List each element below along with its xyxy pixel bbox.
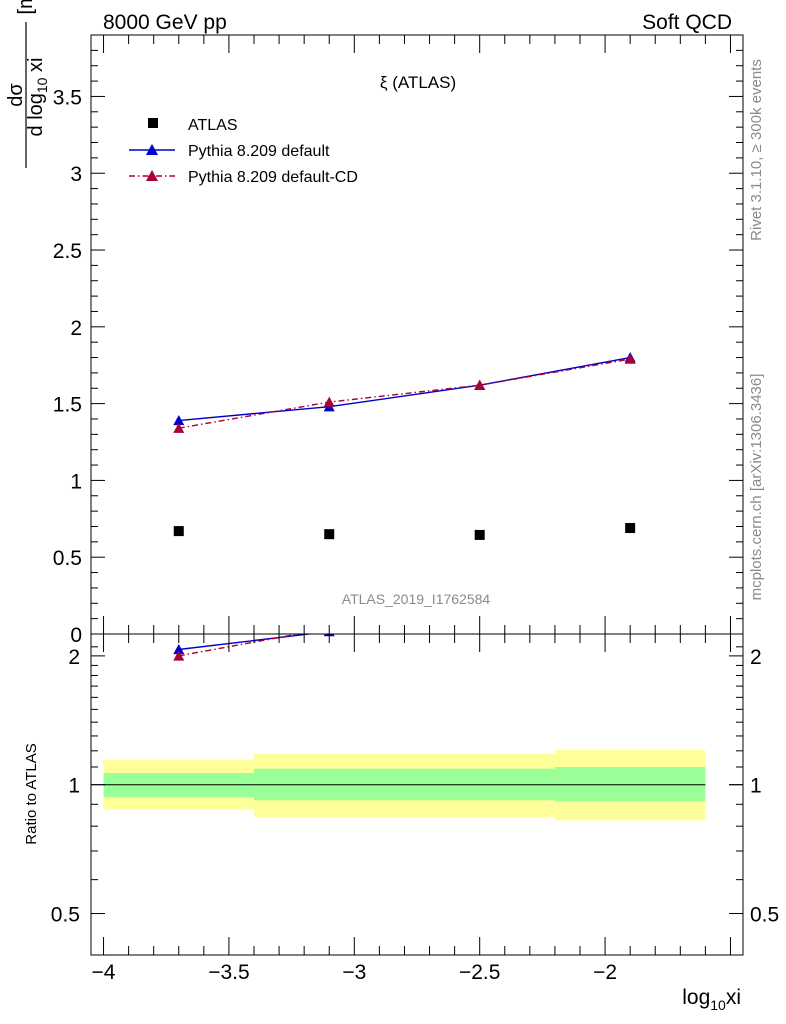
series-2-point bbox=[173, 422, 185, 433]
rivet-version-label: Rivet 3.1.10, ≥ 300k events bbox=[748, 59, 765, 241]
x-tick-label: −3.5 bbox=[208, 961, 249, 984]
x-tick-label: −2 bbox=[593, 961, 617, 984]
ratio-y-tick-label: 1 bbox=[68, 775, 80, 798]
ratio-series-1-point bbox=[625, 602, 636, 612]
main-ylabel: dσ d log10 xi [mb] bbox=[5, 0, 50, 168]
ratio-y-ticks: 0.5 0.5 1 1 2 2 bbox=[51, 646, 779, 956]
x-tick-label: −4 bbox=[92, 961, 116, 984]
ylabel-numerator: dσ bbox=[5, 83, 27, 107]
ratio-ylabel: Ratio to ATLAS bbox=[23, 743, 40, 844]
uncertainty-band-inner bbox=[554, 766, 706, 802]
y-tick-label: 3 bbox=[70, 163, 82, 186]
main-panel: 0 0.5 1 1.5 2 2.5 3 3.5 dσ d log10 xi [mb] ξ (A… bbox=[5, 0, 744, 647]
legend-cd-label: Pythia 8.209 default-CD bbox=[188, 169, 358, 186]
ratio-panel: 0.5 0.5 1 1 2 2 −4 −3.5 −3 −2.5 −2 Ratio to ATLAS… bbox=[23, 601, 779, 1013]
legend-atlas-marker bbox=[148, 118, 158, 128]
ratio-series-0-point bbox=[173, 643, 185, 655]
legend-default-label: Pythia 8.209 default bbox=[188, 143, 330, 160]
legend-atlas-label: ATLAS bbox=[188, 117, 238, 134]
ratio-y-tick-label-right: 1 bbox=[750, 775, 762, 798]
ratio-data-layer bbox=[103, 601, 706, 821]
series-line-2 bbox=[178, 358, 631, 429]
series-1-point bbox=[173, 415, 185, 426]
ratio-series-1-point bbox=[173, 650, 185, 661]
y-tick-label: 1.5 bbox=[53, 394, 82, 417]
legend-cd-marker bbox=[146, 170, 158, 181]
ratio-y-tick-label-right: 2 bbox=[750, 646, 762, 669]
ylabel-unit: [mb] bbox=[15, 0, 37, 14]
atlas-data-point bbox=[173, 526, 184, 537]
y-tick-label: 2 bbox=[70, 317, 82, 340]
ratio-series-0-point bbox=[625, 601, 636, 611]
x-tick-label: −2.5 bbox=[459, 961, 500, 984]
series-2-point bbox=[323, 396, 335, 407]
chart-title: ξ (ATLAS) bbox=[380, 73, 456, 92]
y-tick-label: 2.5 bbox=[53, 240, 82, 263]
legend: ATLAS Pythia 8.209 default Pythia 8.209 … bbox=[129, 117, 358, 186]
series-2-point bbox=[624, 353, 636, 364]
analysis-watermark: ATLAS_2019_I1762584 bbox=[342, 591, 491, 607]
mcplots-label: mcplots.cern.ch [arXiv:1306.3436] bbox=[748, 374, 765, 601]
y-tick-label: 1 bbox=[70, 470, 82, 493]
atlas-data-point bbox=[474, 529, 485, 540]
ratio-y-tick-label: 0.5 bbox=[51, 904, 80, 927]
atlas-data-point bbox=[324, 529, 335, 540]
y-tick-label: 0 bbox=[70, 624, 82, 647]
main-y-ticks: 0 0.5 1 1.5 2 2.5 3 3.5 bbox=[53, 49, 743, 647]
legend-default-marker bbox=[146, 144, 158, 155]
x-tick-label: −3 bbox=[342, 961, 366, 984]
ratio-y-tick-label: 2 bbox=[68, 646, 80, 669]
y-tick-label: 3.5 bbox=[53, 86, 82, 109]
ylabel-denominator: d log10 xi bbox=[25, 58, 50, 137]
ratio-y-tick-label-right: 0.5 bbox=[750, 904, 779, 927]
ratio-frame bbox=[90, 633, 744, 956]
atlas-data-point bbox=[625, 523, 636, 534]
header-left: 8000 GeV pp bbox=[103, 11, 227, 34]
y-tick-label: 0.5 bbox=[53, 547, 82, 570]
series-line-1 bbox=[178, 356, 631, 422]
main-data-layer bbox=[173, 352, 636, 540]
x-axis-label: log10xi bbox=[682, 986, 741, 1013]
series-2-point bbox=[474, 379, 486, 390]
header-right: Soft QCD bbox=[642, 11, 732, 34]
main-x-ticks bbox=[103, 35, 731, 634]
ratio-x-ticks: −4 −3.5 −3 −2.5 −2 bbox=[92, 634, 731, 984]
